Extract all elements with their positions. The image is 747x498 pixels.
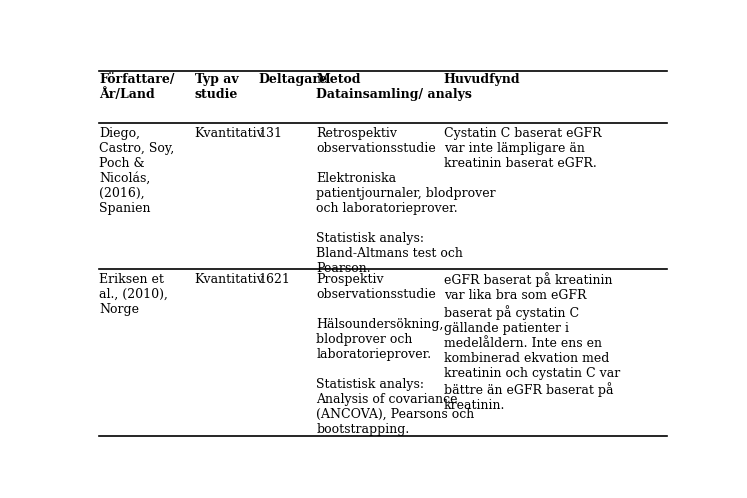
Text: Cystatin C baserat eGFR
var inte lämpligare än
kreatinin baserat eGFR.: Cystatin C baserat eGFR var inte lämplig… [444,127,601,170]
Text: Retrospektiv
observationsstudie

Elektroniska
patientjournaler, blodprover
och l: Retrospektiv observationsstudie Elektron… [316,127,496,275]
Text: eGFR baserat på kreatinin
var lika bra som eGFR
baserat på cystatin C
gällande p: eGFR baserat på kreatinin var lika bra s… [444,272,620,412]
Text: 1621: 1621 [258,272,291,285]
Text: Deltagare: Deltagare [258,73,327,86]
Text: Kvantitativ: Kvantitativ [195,272,264,285]
Text: Författare/
År/Land: Författare/ År/Land [99,73,175,101]
Text: Huvudfynd: Huvudfynd [444,73,520,86]
Text: Diego,
Castro, Soy,
Poch &
Nicolás,
(2016),
Spanien: Diego, Castro, Soy, Poch & Nicolás, (201… [99,127,174,215]
Text: Eriksen et
al., (2010),
Norge: Eriksen et al., (2010), Norge [99,272,168,316]
Text: Prospektiv
observationsstudie

Hälsoundersökning,
blodprover och
laboratorieprov: Prospektiv observationsstudie Hälsounder… [316,272,474,436]
Text: Typ av
studie: Typ av studie [195,73,238,101]
Text: Metod
Datainsamling/ analys: Metod Datainsamling/ analys [316,73,472,101]
Text: Kvantitativ: Kvantitativ [195,127,264,140]
Text: 131: 131 [258,127,282,140]
